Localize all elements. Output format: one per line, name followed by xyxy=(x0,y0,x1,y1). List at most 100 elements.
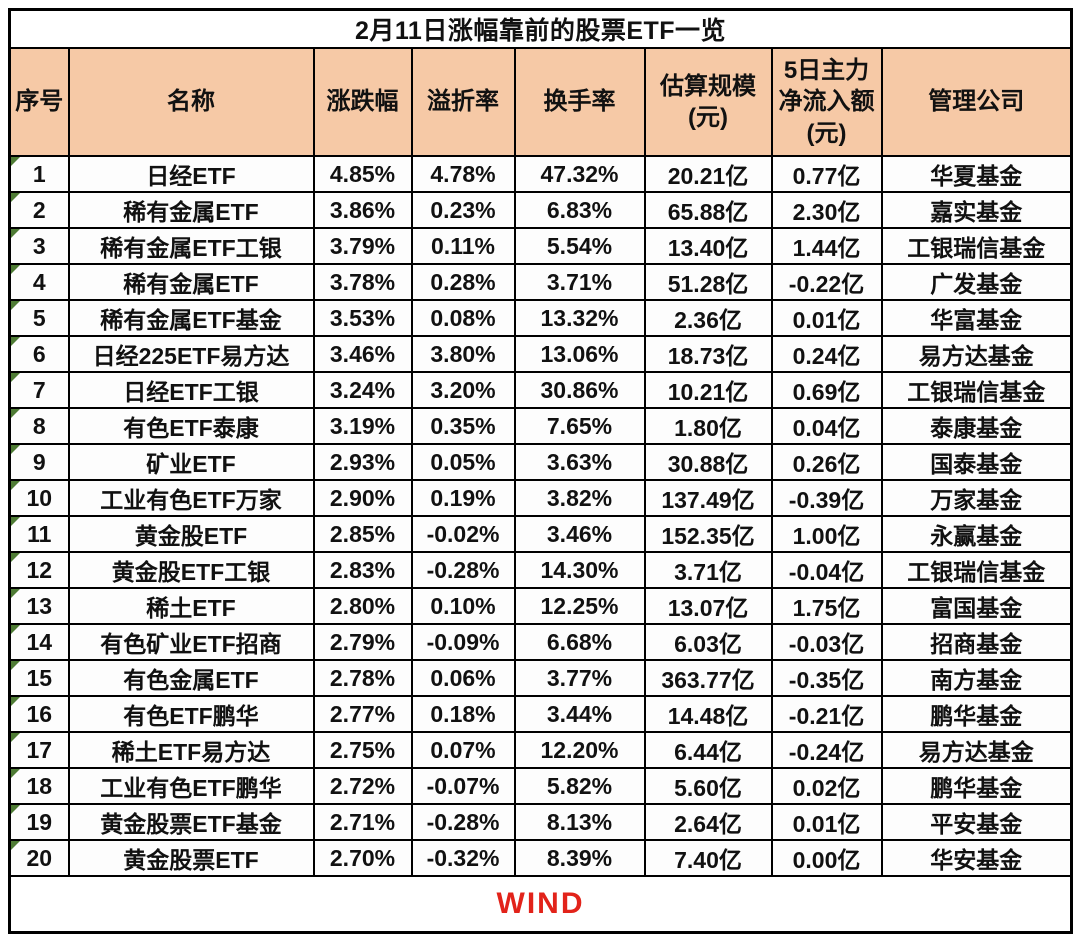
cell-name: 日经ETF xyxy=(67,155,315,193)
cell-turnover: 6.68% xyxy=(513,623,646,661)
footer-row: WIND xyxy=(8,875,1073,933)
column-header-turnover: 换手率 xyxy=(513,47,646,157)
row-index-value: 9 xyxy=(32,448,46,475)
cell-inflow: 0.26亿 xyxy=(770,443,883,481)
cell-premium: -0.28% xyxy=(410,803,516,841)
row-index-value: 14 xyxy=(26,628,53,655)
table-row: 11 黄金股ETF 2.85% -0.02% 3.46% 152.35亿 1.00亿 永赢基金 xyxy=(8,515,1073,553)
green-corner-marker-icon xyxy=(11,698,20,706)
cell-change: 2.72% xyxy=(312,767,413,805)
green-corner-marker-icon xyxy=(11,194,20,202)
table-row: 16 有色ETF鹏华 2.77% 0.18% 3.44% 14.48亿 -0.21亿 鹏华基金 xyxy=(8,695,1073,733)
cell-change: 2.85% xyxy=(312,515,413,553)
green-corner-marker-icon xyxy=(11,338,20,346)
cell-name: 黄金股票ETF基金 xyxy=(67,803,315,841)
cell-scale: 10.21亿 xyxy=(643,371,773,409)
table-row: 7 日经ETF工银 3.24% 3.20% 30.86% 10.21亿 0.69亿 工银瑞信基… xyxy=(8,371,1073,409)
row-index-value: 5 xyxy=(32,304,46,331)
table-row: 13 稀土ETF 2.80% 0.10% 12.25% 13.07亿 1.75亿 富国基金 xyxy=(8,587,1073,625)
cell-name: 日经ETF工银 xyxy=(67,371,315,409)
cell-scale: 20.21亿 xyxy=(643,155,773,193)
cell-change: 2.79% xyxy=(312,623,413,661)
row-index-value: 12 xyxy=(26,556,53,583)
cell-premium: 0.05% xyxy=(410,443,516,481)
cell-premium: -0.28% xyxy=(410,551,516,589)
row-index-value: 13 xyxy=(26,592,53,619)
cell-company: 华夏基金 xyxy=(880,155,1073,193)
cell-index: 2 xyxy=(8,191,70,229)
table-row: 17 稀土ETF易方达 2.75% 0.07% 12.20% 6.44亿 -0.24亿 易方达… xyxy=(8,731,1073,769)
cell-index: 4 xyxy=(8,263,70,301)
cell-index: 3 xyxy=(8,227,70,265)
table-row: 1 日经ETF 4.85% 4.78% 47.32% 20.21亿 0.77亿 华夏基金 xyxy=(8,155,1073,193)
cell-scale: 18.73亿 xyxy=(643,335,773,373)
cell-premium: -0.07% xyxy=(410,767,516,805)
table-row: 4 稀有金属ETF 3.78% 0.28% 3.71% 51.28亿 -0.22亿 广发基金 xyxy=(8,263,1073,301)
row-index-value: 10 xyxy=(26,484,53,511)
cell-premium: 0.18% xyxy=(410,695,516,733)
cell-turnover: 3.77% xyxy=(513,659,646,697)
green-corner-marker-icon xyxy=(11,374,20,382)
green-corner-marker-icon xyxy=(11,590,20,598)
cell-scale: 65.88亿 xyxy=(643,191,773,229)
cell-premium: -0.02% xyxy=(410,515,516,553)
cell-inflow: 2.30亿 xyxy=(770,191,883,229)
cell-name: 稀有金属ETF xyxy=(67,191,315,229)
cell-turnover: 6.83% xyxy=(513,191,646,229)
green-corner-marker-icon xyxy=(11,554,20,562)
cell-index: 19 xyxy=(8,803,70,841)
cell-company: 南方基金 xyxy=(880,659,1073,697)
cell-inflow: 0.24亿 xyxy=(770,335,883,373)
cell-premium: 0.08% xyxy=(410,299,516,337)
green-corner-marker-icon xyxy=(11,446,20,454)
cell-index: 11 xyxy=(8,515,70,553)
column-header-row: 序号 名称 涨跌幅 溢折率 换手率 估算规模 (元) 5日主力 净流入额 (元) 管理公司 xyxy=(8,47,1073,157)
cell-index: 5 xyxy=(8,299,70,337)
cell-index: 20 xyxy=(8,839,70,877)
cell-turnover: 8.39% xyxy=(513,839,646,877)
cell-name: 稀有金属ETF xyxy=(67,263,315,301)
row-index-value: 11 xyxy=(27,520,52,547)
cell-change: 2.93% xyxy=(312,443,413,481)
cell-change: 2.70% xyxy=(312,839,413,877)
cell-name: 黄金股票ETF xyxy=(67,839,315,877)
cell-turnover: 3.44% xyxy=(513,695,646,733)
cell-turnover: 3.82% xyxy=(513,479,646,517)
cell-company: 易方达基金 xyxy=(880,335,1073,373)
cell-company: 永赢基金 xyxy=(880,515,1073,553)
cell-name: 稀有金属ETF工银 xyxy=(67,227,315,265)
cell-turnover: 8.13% xyxy=(513,803,646,841)
cell-scale: 363.77亿 xyxy=(643,659,773,697)
cell-change: 2.71% xyxy=(312,803,413,841)
cell-change: 3.53% xyxy=(312,299,413,337)
cell-company: 广发基金 xyxy=(880,263,1073,301)
cell-change: 3.24% xyxy=(312,371,413,409)
row-index-value: 4 xyxy=(32,268,46,295)
table-row: 2 稀有金属ETF 3.86% 0.23% 6.83% 65.88亿 2.30亿 嘉实基金 xyxy=(8,191,1073,229)
cell-company: 富国基金 xyxy=(880,587,1073,625)
green-corner-marker-icon xyxy=(11,734,20,742)
cell-name: 有色金属ETF xyxy=(67,659,315,697)
table-row: 6 日经225ETF易方达 3.46% 3.80% 13.06% 18.73亿 0.24亿易… xyxy=(8,335,1073,373)
green-corner-marker-icon xyxy=(11,410,20,418)
cell-scale: 30.88亿 xyxy=(643,443,773,481)
cell-inflow: 0.69亿 xyxy=(770,371,883,409)
cell-scale: 7.40亿 xyxy=(643,839,773,877)
cell-name: 黄金股ETF xyxy=(67,515,315,553)
cell-name: 稀土ETF易方达 xyxy=(67,731,315,769)
cell-premium: 0.10% xyxy=(410,587,516,625)
row-index-value: 6 xyxy=(32,340,46,367)
cell-premium: 3.80% xyxy=(410,335,516,373)
cell-scale: 6.44亿 xyxy=(643,731,773,769)
cell-premium: -0.09% xyxy=(410,623,516,661)
row-index-value: 2 xyxy=(32,196,46,223)
cell-inflow: 0.01亿 xyxy=(770,803,883,841)
cell-company: 工银瑞信基金 xyxy=(880,551,1073,589)
column-header-inflow: 5日主力 净流入额 (元) xyxy=(770,47,883,157)
cell-inflow: 0.77亿 xyxy=(770,155,883,193)
cell-name: 工业有色ETF鹏华 xyxy=(67,767,315,805)
cell-index: 6 xyxy=(8,335,70,373)
cell-change: 2.80% xyxy=(312,587,413,625)
cell-premium: -0.32% xyxy=(410,839,516,877)
cell-scale: 13.07亿 xyxy=(643,587,773,625)
